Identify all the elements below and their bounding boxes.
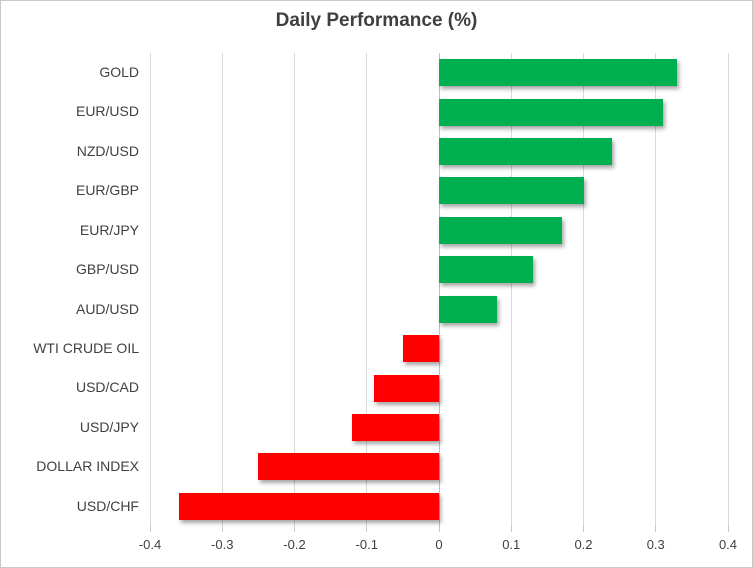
category-axis-labels: GOLD EUR/USD NZD/USD EUR/GBP EUR/JPY GBP/USD A…	[1, 53, 139, 526]
x-tick-label: -0.2	[283, 537, 306, 552]
tick-mark	[510, 526, 512, 532]
x-tick-label: 0.3	[646, 537, 665, 552]
gridline	[727, 53, 729, 526]
gridline	[583, 53, 584, 526]
category-label: GOLD	[99, 64, 139, 80]
x-tick-label: -0.3	[211, 537, 234, 552]
category-label: EUR/JPY	[79, 221, 139, 238]
category-label: DOLLAR INDEX	[36, 458, 139, 475]
x-tick-label: -0.4	[138, 537, 162, 552]
zero-axis-line	[438, 53, 440, 526]
tick-mark	[583, 526, 584, 532]
bar-gold	[439, 59, 678, 87]
x-tick-label: -0.1	[355, 537, 378, 552]
category-label: GBP/USD	[75, 261, 139, 278]
x-tick-label: 0	[435, 537, 443, 552]
tick-mark	[655, 526, 657, 532]
gridline	[510, 53, 512, 526]
x-tick-label: 0.4	[718, 537, 738, 552]
category-label: NZD/USD	[76, 142, 139, 159]
gridline	[294, 53, 295, 526]
gridline	[149, 53, 151, 526]
gridline	[221, 53, 223, 526]
tick-mark	[221, 526, 223, 532]
value-axis-tick-marks	[149, 526, 729, 533]
category-label: EUR/GBP	[75, 182, 139, 199]
bar-eur-jpy	[439, 216, 562, 244]
category-label: USD/CHF	[76, 497, 139, 514]
tick-mark	[294, 526, 295, 532]
plot-area	[149, 53, 729, 526]
category-label: WTI CRUDE OIL	[33, 339, 139, 356]
category-label: AUD/USD	[75, 300, 139, 317]
tick-mark	[727, 526, 729, 532]
category-label: EUR/USD	[75, 103, 139, 120]
gridline	[655, 53, 657, 526]
bar-eur-gbp	[439, 177, 584, 205]
bar-usd-jpy	[352, 413, 439, 441]
bar-usd-chf	[178, 492, 439, 520]
value-axis-labels: -0.4 -0.3 -0.2 -0.1 0 0.1 0.2 0.3 0.4	[139, 537, 737, 555]
category-label: USD/CAD	[75, 379, 139, 396]
bar-gbp-usd	[439, 256, 533, 284]
chart-title: Daily Performance (%)	[275, 10, 478, 31]
gridline	[366, 53, 368, 526]
x-tick-label: 0.1	[502, 537, 521, 552]
tick-mark	[438, 526, 440, 532]
category-label: USD/JPY	[79, 418, 139, 435]
bar-nzd-usd	[439, 138, 613, 166]
bar-dollar-index	[258, 453, 439, 481]
bar-wti-crude-oil	[402, 335, 439, 363]
bar-aud-usd	[439, 295, 497, 323]
x-tick-label: 0.2	[574, 537, 593, 552]
bar-usd-cad	[373, 374, 439, 402]
tick-mark	[366, 526, 368, 532]
bar-eur-usd	[439, 98, 663, 126]
tick-mark	[149, 526, 151, 532]
